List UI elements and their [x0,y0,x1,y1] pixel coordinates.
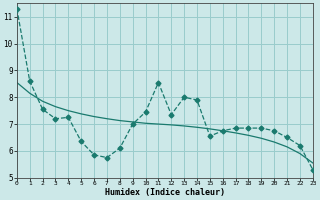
X-axis label: Humidex (Indice chaleur): Humidex (Indice chaleur) [105,188,225,197]
